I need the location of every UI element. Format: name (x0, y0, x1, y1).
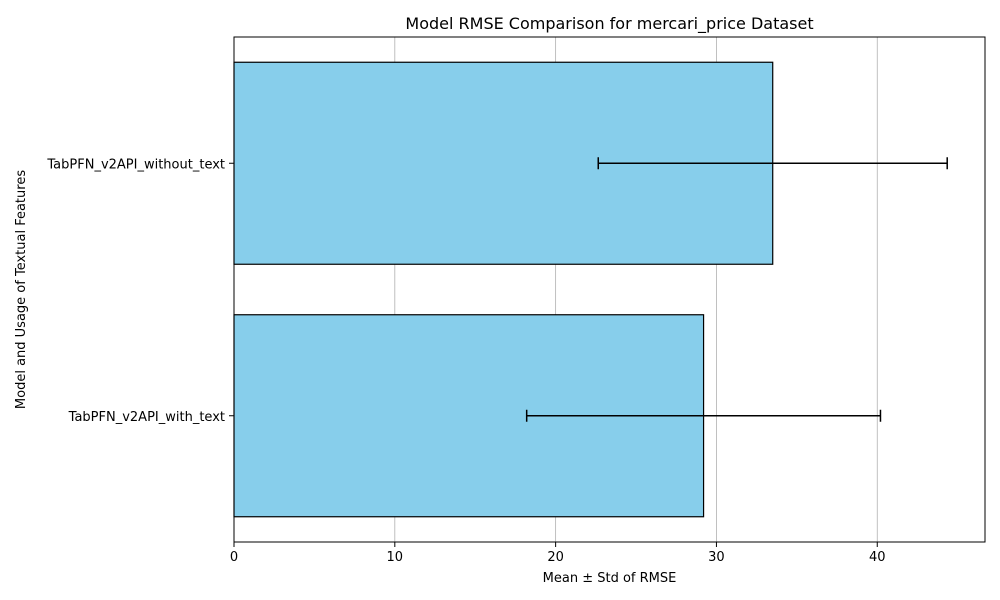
error-bars (525, 157, 948, 422)
bars (233, 61, 774, 518)
x-tick-label: 30 (708, 550, 725, 565)
x-tick-label: 20 (547, 550, 564, 565)
y-axis-label: Model and Usage of Textual Features (14, 170, 29, 409)
y-tick-label: TabPFN_v2API_without_text (46, 157, 225, 172)
x-tick-label: 0 (230, 550, 238, 565)
plot-frame (233, 36, 986, 543)
x-tick-label: 10 (387, 550, 404, 565)
chart-title: Model RMSE Comparison for mercari_price … (405, 14, 813, 34)
y-tick-label: TabPFN_v2API_with_text (68, 410, 225, 425)
x-axis-ticks: 0 10 20 30 40 (230, 542, 886, 565)
x-axis-label: Mean ± Std of RMSE (543, 571, 677, 586)
x-tick-label: 40 (869, 550, 886, 565)
y-axis-ticks: TabPFN_v2API_with_text TabPFN_v2API_witho… (46, 157, 234, 425)
